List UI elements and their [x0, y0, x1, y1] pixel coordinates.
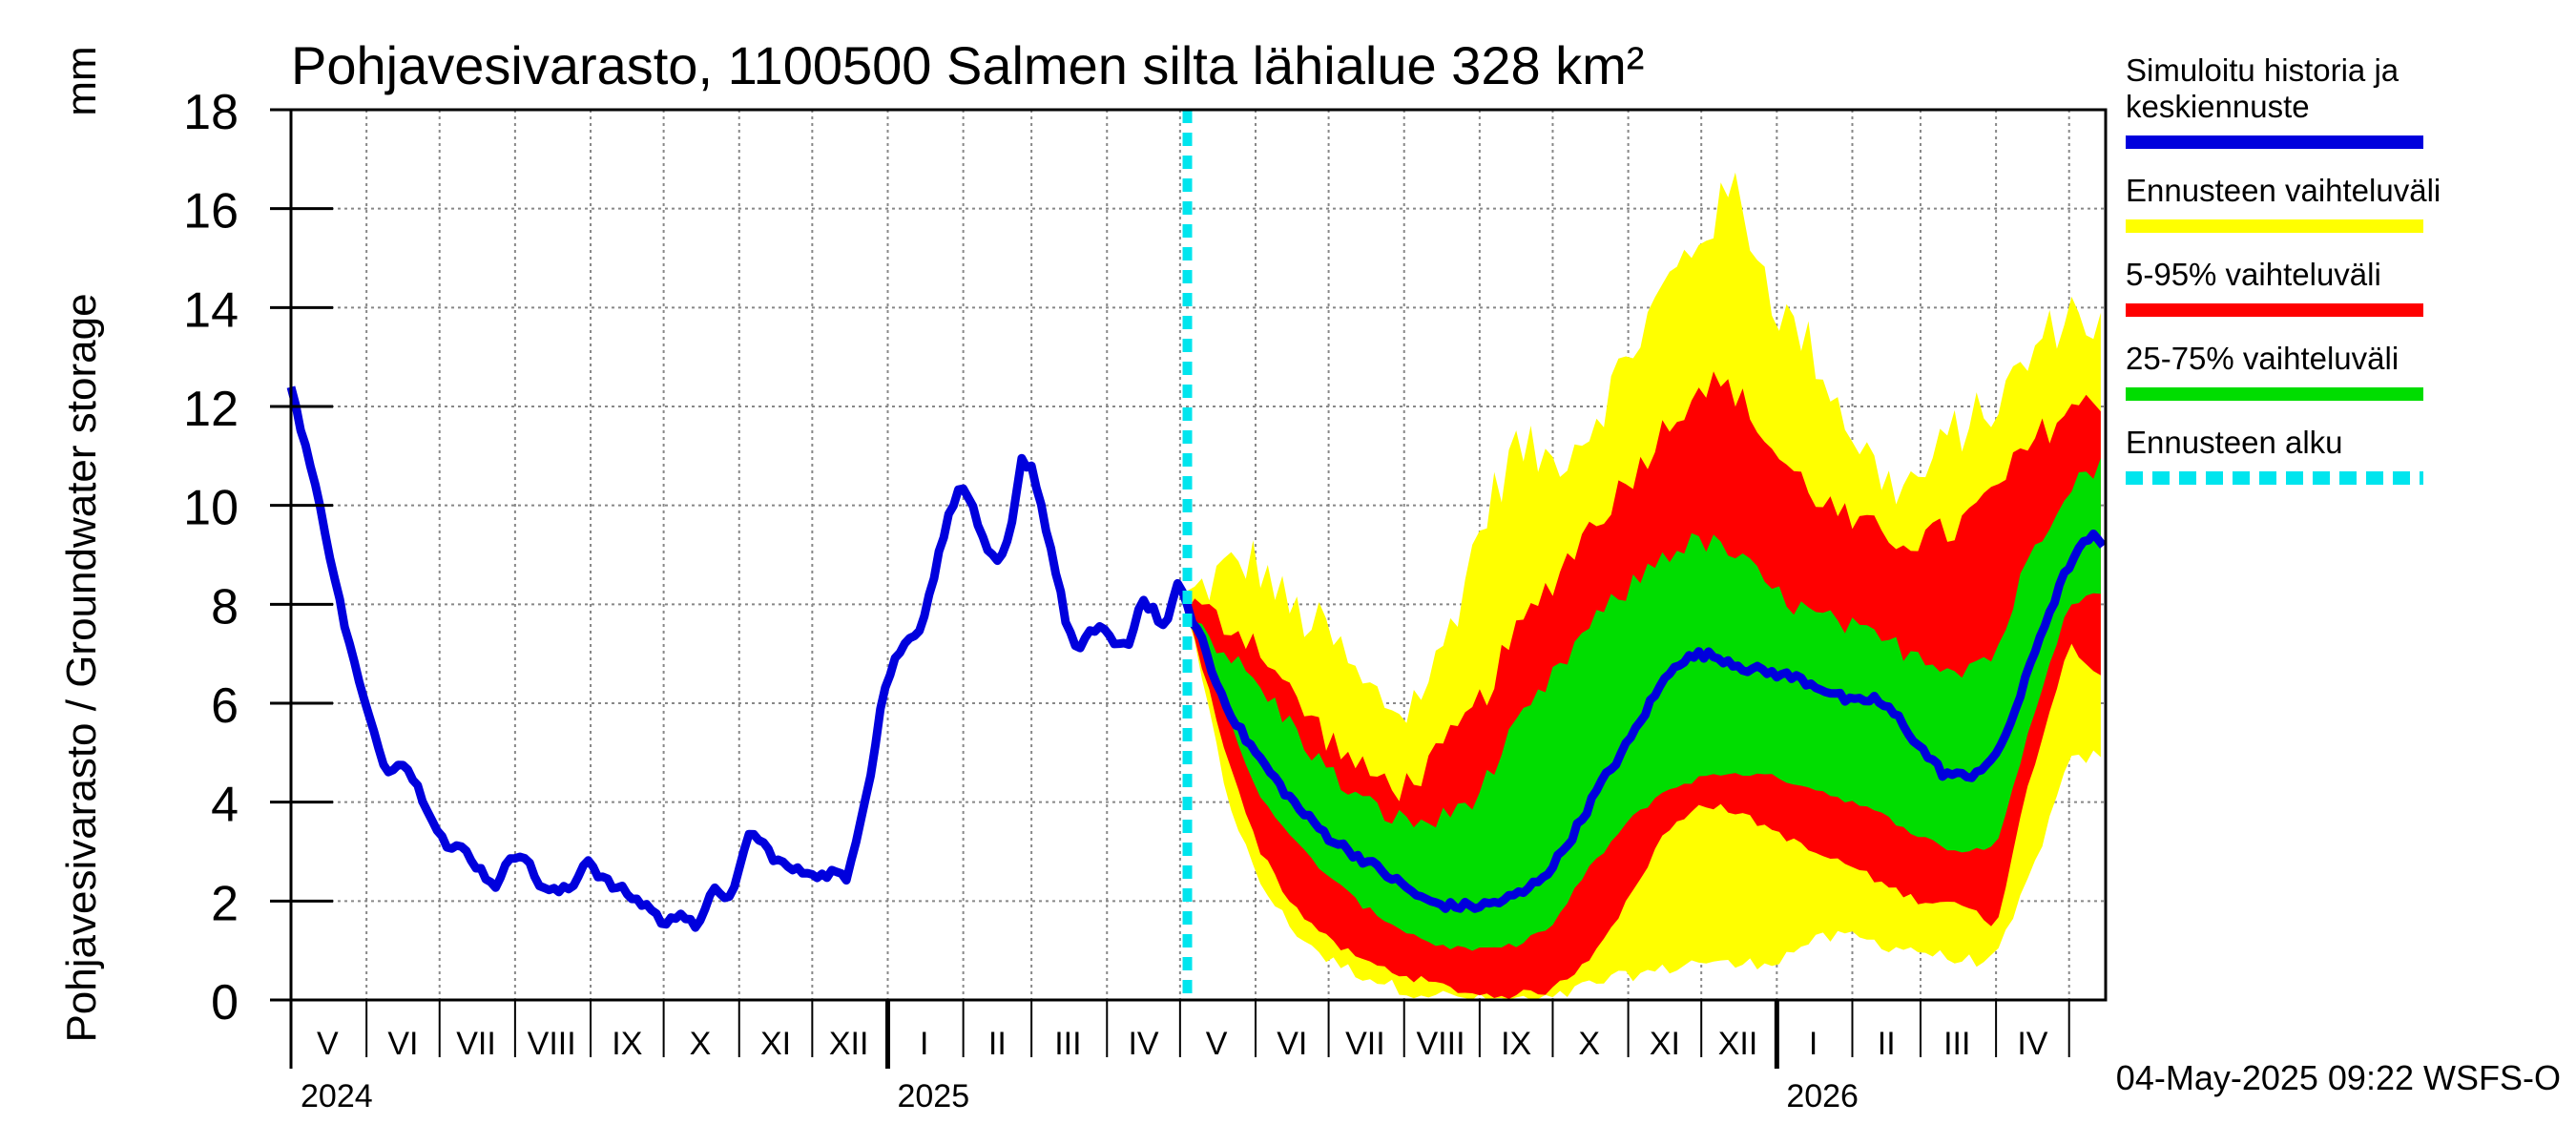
x-month-label: VI	[387, 1026, 418, 1062]
x-month-label: VI	[1277, 1026, 1307, 1062]
y-tick-label: 4	[211, 778, 239, 833]
legend-label: Simuloitu historia ja	[2126, 52, 2399, 88]
x-year-label: 2024	[301, 1078, 373, 1114]
x-month-label: VIII	[1417, 1026, 1465, 1062]
x-month-label: II	[1878, 1026, 1896, 1062]
x-month-label: I	[920, 1026, 928, 1062]
x-month-label: IX	[612, 1026, 642, 1062]
y-tick-label: 8	[211, 579, 239, 635]
x-month-label: IV	[2017, 1026, 2047, 1062]
x-month-label: XI	[1650, 1026, 1680, 1062]
chart-title: Pohjavesivarasto, 1100500 Salmen silta l…	[291, 35, 1644, 95]
x-month-label: VII	[456, 1026, 496, 1062]
x-month-label: III	[1054, 1026, 1081, 1062]
x-month-label: XII	[1718, 1026, 1758, 1062]
legend-label: 25-75% vaihteluväli	[2126, 341, 2399, 376]
x-month-label: VIII	[528, 1026, 576, 1062]
x-month-label: X	[1578, 1026, 1600, 1062]
footer-timestamp: 04-May-2025 09:22 WSFS-O	[2116, 1058, 2561, 1097]
y-tick-label: 2	[211, 876, 239, 931]
x-year-label: 2026	[1786, 1078, 1859, 1114]
y-tick-label: 0	[211, 975, 239, 1030]
x-month-label: II	[988, 1026, 1007, 1062]
legend-label: keskiennuste	[2126, 89, 2310, 124]
y-tick-label: 18	[183, 85, 239, 140]
legend-label: Ennusteen vaihteluväli	[2126, 173, 2441, 208]
legend-label: Ennusteen alku	[2126, 425, 2343, 460]
y-tick-label: 6	[211, 678, 239, 734]
x-month-label: XII	[829, 1026, 869, 1062]
y-axis-unit: mm	[58, 46, 105, 115]
legend-label: 5-95% vaihteluväli	[2126, 257, 2381, 292]
x-month-label: VII	[1345, 1026, 1385, 1062]
x-month-label: X	[690, 1026, 712, 1062]
y-tick-label: 12	[183, 382, 239, 437]
y-tick-label: 14	[183, 282, 239, 338]
y-tick-label: 16	[183, 184, 239, 239]
x-month-label: V	[317, 1026, 339, 1062]
x-month-label: III	[1943, 1026, 1970, 1062]
x-month-label: IX	[1501, 1026, 1531, 1062]
x-month-label: I	[1809, 1026, 1818, 1062]
x-month-label: IV	[1128, 1026, 1158, 1062]
plot-frame	[289, 108, 2108, 1002]
x-year-label: 2025	[897, 1078, 969, 1114]
y-axis-label: Pohjavesivarasto / Groundwater storage	[58, 293, 105, 1042]
series-line-simulated	[286, 385, 2107, 932]
band-25-75-vaihteluv-li	[1187, 458, 2101, 951]
x-month-label: XI	[760, 1026, 791, 1062]
y-tick-label: 10	[183, 481, 239, 536]
x-month-label: V	[1206, 1026, 1228, 1062]
